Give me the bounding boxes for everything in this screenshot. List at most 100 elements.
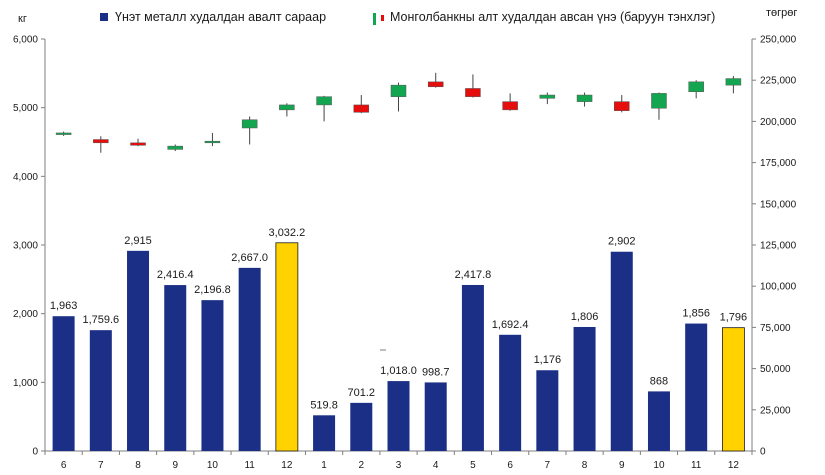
- left-axis-tick-label: 3,000: [13, 241, 38, 252]
- right-axis-tick-label: 250,000: [760, 35, 797, 46]
- x-axis-tick-label: 12: [728, 460, 740, 470]
- x-axis-tick-label: 10: [207, 460, 219, 470]
- left-axis-tick-label: 4,000: [13, 172, 38, 183]
- bar-data-label: 1,796: [720, 312, 748, 324]
- x-axis-tick-label: 11: [244, 460, 255, 470]
- bars: [52, 242, 745, 452]
- bar-data-label: 998.7: [422, 366, 450, 378]
- bar: [52, 316, 75, 451]
- bar: [536, 370, 559, 451]
- bar-data-label: 2,667.0: [231, 252, 268, 264]
- x-axis-tick-label: 9: [619, 460, 625, 470]
- right-axis-tick-label: 225,000: [760, 76, 797, 87]
- axes: 0 1,000 2,000 3,000 4,000 5,000 6,000 0 25,000 50…: [13, 35, 797, 472]
- x-axis-tick-label: 8: [135, 460, 141, 470]
- x-axis-tick-label: 1: [321, 460, 327, 470]
- left-axis-tick-label: 5,000: [13, 103, 38, 114]
- right-axis-tick-label: 175,000: [760, 158, 797, 169]
- bar: [721, 327, 745, 452]
- right-axis-tick-label: 50,000: [760, 364, 791, 375]
- x-axis-tick-label: 6: [507, 460, 513, 470]
- candle-body: [241, 119, 258, 129]
- bar: [461, 284, 484, 451]
- candle-body: [279, 104, 295, 111]
- bar: [424, 382, 447, 451]
- candle-body: [167, 145, 183, 150]
- bar: [275, 242, 299, 452]
- legend-bar-label: Үнэт металл худалдан авалт сараар: [115, 10, 326, 24]
- bar: [573, 326, 596, 451]
- bar: [313, 415, 336, 451]
- candle-body: [130, 142, 146, 146]
- right-axis-tick-label: 150,000: [760, 199, 797, 210]
- legend-candle-label: Монголбанкны алт худалдан авсан үнэ (бар…: [390, 10, 715, 24]
- bar-data-label: 2,902: [608, 236, 636, 248]
- right-axis-tick-label: 25,000: [760, 405, 791, 416]
- bar-data-label: 1,176: [534, 354, 562, 366]
- bar-data-label: 1,759.6: [82, 314, 119, 326]
- right-axis-tick-label: 200,000: [760, 117, 797, 128]
- candle-body: [93, 139, 109, 144]
- legend: Үнэт металл худалдан авалт сараар Монгол…: [100, 10, 715, 25]
- left-axis-tick-label: 2,000: [13, 309, 38, 320]
- bar: [201, 300, 224, 451]
- x-axis-tick-label: 6: [61, 460, 67, 470]
- x-axis-tick-label: 7: [545, 460, 551, 470]
- x-axis-tick-label: 4: [433, 460, 439, 470]
- candle-body: [427, 81, 444, 88]
- legend-bar-swatch: [100, 13, 108, 21]
- bar-data-label: 868: [650, 375, 668, 387]
- bar: [499, 334, 522, 451]
- bar-data-label: 2,915: [124, 235, 152, 247]
- bar: [127, 250, 150, 451]
- bar-data-label: 1,692.4: [492, 319, 529, 331]
- bar-data-label: 1,856: [682, 308, 710, 320]
- candle-body: [651, 93, 667, 109]
- x-axis-tick-label: 9: [172, 460, 178, 470]
- candle-body: [614, 101, 630, 111]
- bar: [238, 267, 261, 451]
- left-axis-tick-label: 0: [32, 447, 38, 458]
- candle-body: [55, 132, 72, 135]
- bar: [685, 323, 708, 451]
- bar-data-label: 2,417.8: [455, 269, 492, 281]
- bar: [387, 381, 410, 451]
- candle-body: [539, 94, 556, 99]
- candle-body: [204, 140, 221, 144]
- right-axis-tick-label: 75,000: [760, 323, 791, 334]
- data-labels: 1,963 1,759.6 2,915 2,416.42,196.8 2,667.0 3,…: [50, 227, 747, 412]
- candle-body: [725, 78, 742, 86]
- bar-data-label: 701.2: [348, 387, 376, 399]
- candles: [55, 72, 742, 153]
- x-axis-tick-label: 12: [281, 460, 293, 470]
- candle-body: [576, 94, 593, 102]
- bar-data-label: 2,196.8: [194, 284, 231, 296]
- right-axis-tick-label: 0: [760, 447, 766, 458]
- left-axis-unit-label: кг: [18, 13, 27, 25]
- x-axis-tick-label: 7: [98, 460, 104, 470]
- x-axis-tick-label: 11: [691, 460, 702, 470]
- bar: [350, 402, 373, 451]
- left-axis-tick-label: 1,000: [13, 378, 38, 389]
- candle-body: [316, 96, 332, 106]
- right-axis-tick-label: 125,000: [760, 241, 797, 252]
- legend-candle-swatch: [373, 13, 384, 25]
- bar-data-label: 3,032.2: [269, 227, 306, 239]
- bar: [647, 391, 670, 451]
- right-axis-unit-label: төгрөг: [766, 7, 797, 19]
- left-axis-tick-label: 6,000: [13, 35, 38, 46]
- x-axis-tick-label: 3: [396, 460, 402, 470]
- candle-body: [390, 84, 407, 97]
- right-axis-tick-label: 100,000: [760, 282, 797, 293]
- bar-data-label: 1,963: [50, 300, 78, 312]
- x-axis-tick-label: 5: [470, 460, 476, 470]
- bar-data-label: 1,806: [571, 311, 599, 323]
- x-axis-tick-label: 2: [359, 460, 365, 470]
- bar-data-label: 1,018.0: [380, 365, 417, 377]
- candle-body: [688, 81, 704, 92]
- x-axis-tick-label: 8: [582, 460, 588, 470]
- candle-body: [353, 104, 370, 113]
- bar: [164, 285, 187, 451]
